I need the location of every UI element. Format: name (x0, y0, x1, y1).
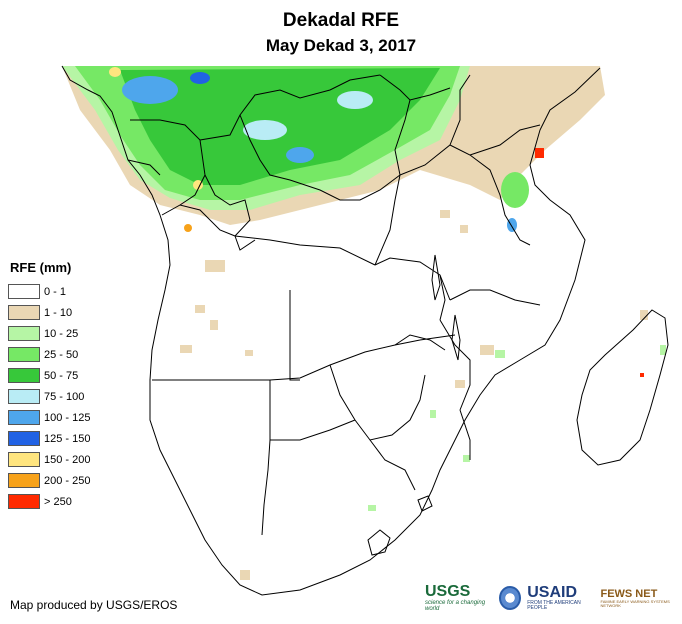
border (439, 319, 471, 411)
lesotho (367, 529, 391, 556)
border (459, 409, 471, 460)
border (449, 74, 471, 146)
fews-wordmark: FEWS NET (600, 587, 658, 600)
usaid-wordmark: USAID (527, 584, 577, 601)
usgs-tagline: science for a changing world (425, 600, 486, 612)
border (127, 159, 161, 176)
legend-label: 50 - 75 (44, 369, 79, 382)
legend-item: 0 - 1 (8, 281, 90, 302)
rainfall-field (62, 66, 666, 580)
lake (431, 254, 441, 301)
legend-swatch (8, 284, 40, 299)
fews-net-logo: FEWS NET FAMINE EARLY WARNING SYSTEMS NE… (600, 587, 682, 608)
border (469, 124, 541, 156)
legend-swatch (8, 368, 40, 383)
blue-patch (122, 76, 178, 104)
legend-label: 10 - 25 (44, 327, 79, 340)
legend-label: 0 - 1 (44, 285, 67, 298)
usgs-wordmark: USGS (425, 583, 471, 600)
border (369, 439, 416, 491)
border (239, 114, 401, 201)
border (329, 364, 426, 441)
legend-item: 100 - 125 (8, 407, 90, 428)
coast-blue (507, 218, 517, 232)
fews-tagline: FAMINE EARLY WARNING SYSTEMS NETWORK (600, 598, 670, 608)
border (419, 334, 456, 341)
border (152, 379, 271, 440)
logo-strip: USGS science for a changing world USAID … (425, 583, 682, 613)
legend-swatch (8, 326, 40, 341)
usaid-logo: USAID FROM THE AMERICAN PEOPLE (527, 585, 594, 611)
legend-swatch (8, 389, 40, 404)
legend-swatch (8, 431, 40, 446)
legend-label: 150 - 200 (44, 453, 91, 466)
blue-patch (337, 91, 373, 109)
legend-swatch (8, 305, 40, 320)
border (204, 174, 251, 237)
blue-patch (190, 72, 210, 84)
legend-label: 25 - 50 (44, 348, 79, 361)
border (161, 204, 236, 237)
map-subtitle: May Dekad 3, 2017 (265, 36, 417, 55)
border (439, 274, 451, 301)
legend-item: 125 - 150 (8, 428, 90, 449)
legend-swatch (8, 452, 40, 467)
eswatini (417, 495, 433, 512)
border (449, 289, 541, 306)
legend-item: 50 - 75 (8, 365, 90, 386)
usgs-logo: USGS science for a changing world (425, 583, 493, 613)
legend-item: > 250 (8, 491, 90, 512)
legend-swatch (8, 410, 40, 425)
legend-label: > 250 (44, 495, 72, 508)
legend-item: 200 - 250 (8, 470, 90, 491)
blue-patch (243, 120, 287, 140)
legend-item: 75 - 100 (8, 386, 90, 407)
madagascar (576, 309, 669, 466)
legend-label: 75 - 100 (44, 390, 85, 403)
border (394, 334, 446, 351)
usaid-tagline: FROM THE AMERICAN PEOPLE (527, 600, 581, 611)
map-title: Dekadal RFE (282, 10, 400, 31)
border (261, 439, 271, 536)
legend-swatch (8, 473, 40, 488)
border (234, 235, 256, 251)
border (379, 74, 451, 101)
lake (451, 314, 461, 361)
legend-item: 10 - 25 (8, 323, 90, 344)
blue-patch (286, 147, 314, 163)
legend-item: 1 - 10 (8, 302, 90, 323)
blue-patch (109, 67, 121, 77)
noaa-seal-icon (499, 586, 522, 610)
legend-label: 1 - 10 (44, 306, 73, 319)
border (270, 419, 356, 441)
country-boundaries (61, 65, 669, 596)
border (234, 235, 376, 266)
heavy-rain-spot (535, 148, 544, 158)
credit-text: Map produced by USGS/EROS (10, 598, 178, 612)
border (374, 144, 531, 266)
coastline (61, 65, 601, 596)
border (394, 99, 411, 176)
legend-label: 100 - 125 (44, 411, 91, 424)
coast-green (501, 172, 529, 208)
legend-label: 125 - 150 (44, 432, 91, 445)
border (374, 257, 446, 321)
blue-patch (193, 180, 203, 190)
border (289, 290, 300, 381)
legend-label: 200 - 250 (44, 474, 91, 487)
heavy-rain-spot (640, 373, 644, 377)
border (269, 339, 421, 381)
legend-title: RFE (mm) (10, 260, 72, 275)
legend-swatch (8, 347, 40, 362)
legend-item: 25 - 50 (8, 344, 90, 365)
legend-item: 150 - 200 (8, 449, 90, 470)
border (199, 74, 381, 141)
blue-patch (184, 224, 192, 232)
legend-swatch (8, 494, 40, 509)
legend: RFE (mm) 0 - 1 1 - 10 10 - 25 25 - 50 50 - 7… (8, 260, 90, 512)
